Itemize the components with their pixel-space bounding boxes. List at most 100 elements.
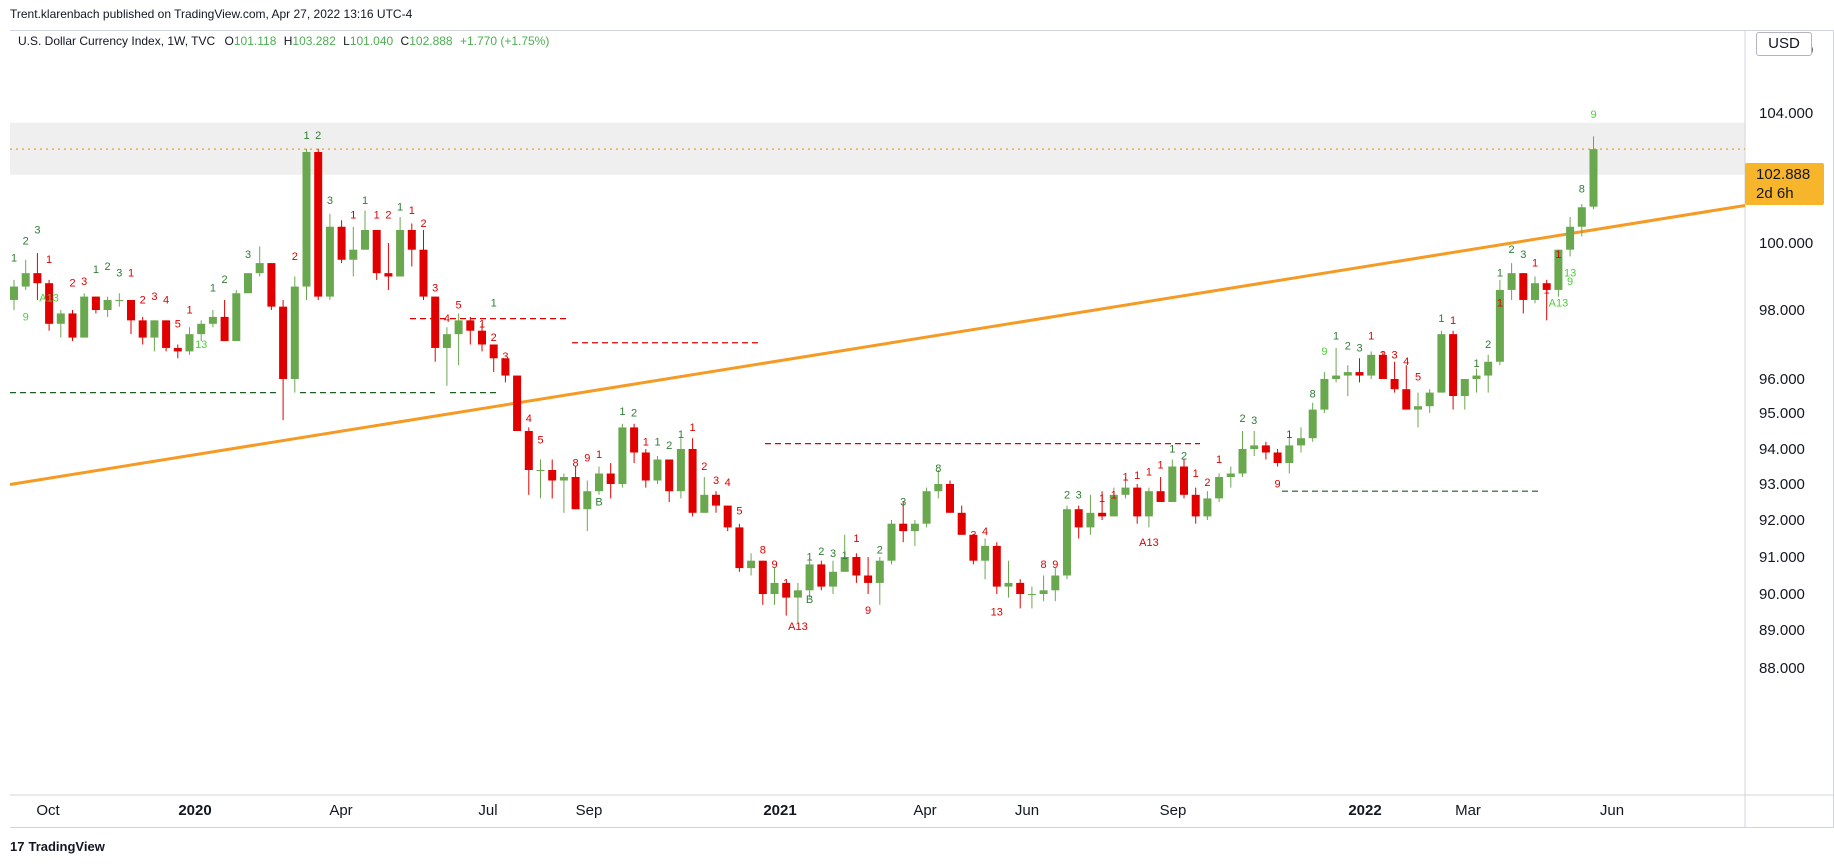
candle: [431, 296, 440, 362]
candle-body: [279, 306, 288, 379]
candle-body: [103, 299, 112, 310]
sequence-label: 1: [643, 436, 649, 448]
candle: [68, 310, 77, 342]
candle-body: [1004, 582, 1013, 587]
candle: [793, 582, 802, 623]
sequence-label: 3: [116, 268, 122, 280]
tradingview-name: TradingView: [28, 839, 105, 854]
sequence-label: 1: [1450, 315, 1456, 327]
candle: [618, 423, 627, 488]
candle: [688, 438, 697, 517]
sequence-label: 1: [128, 268, 134, 280]
candle-body: [232, 293, 241, 342]
candle-body: [1086, 512, 1095, 528]
sequence-label: 5: [537, 435, 543, 447]
candle-body: [758, 560, 767, 594]
candle-body: [1507, 273, 1516, 290]
candle-body: [478, 330, 486, 345]
sequence-label: 1: [1134, 470, 1140, 482]
sequence-label: 2: [701, 461, 707, 473]
sequence-label: 2: [69, 278, 75, 290]
candle-body: [630, 427, 639, 453]
sequence-label: 1: [479, 318, 485, 330]
candle: [1519, 273, 1528, 314]
candle-body: [1460, 379, 1469, 396]
candle: [1156, 477, 1165, 502]
sequence-label: 1: [93, 264, 99, 276]
candle-body: [688, 449, 697, 513]
sequence-label: 1: [807, 552, 813, 564]
candle: [583, 480, 592, 532]
candle: [1566, 217, 1575, 257]
sequence-label: 4: [444, 313, 450, 325]
candle: [1402, 365, 1411, 410]
candle-body: [1168, 466, 1177, 502]
sequence-label: 1: [1286, 429, 1292, 441]
currency-button[interactable]: USD: [1756, 32, 1812, 56]
sequence-label: 1: [1099, 493, 1105, 505]
sequence-label: 1: [842, 550, 848, 562]
candle-body: [1261, 445, 1270, 453]
candle-body: [1320, 379, 1329, 410]
candle-body: [91, 296, 100, 310]
candle-body: [653, 459, 662, 481]
candle: [396, 217, 405, 277]
sequence-label: 3: [327, 195, 333, 207]
y-tick-label: 89.000: [1759, 622, 1805, 639]
sequence-label: 8: [573, 458, 579, 470]
candle-body: [1250, 445, 1259, 449]
sequence-label: 1: [783, 578, 789, 590]
candle: [115, 293, 124, 307]
candle: [887, 520, 896, 565]
sequence-label: 8: [1041, 559, 1047, 571]
candle-body: [80, 296, 89, 338]
publish-line: Trent.klarenbach published on TradingVie…: [10, 7, 413, 21]
candle-body: [536, 470, 545, 471]
tradingview-brand[interactable]: 17 TradingView: [10, 839, 105, 854]
candle: [1367, 351, 1376, 379]
candle-body: [934, 484, 943, 492]
candle: [1016, 579, 1025, 609]
sequence-label: 1: [46, 254, 52, 266]
candle-body: [1215, 477, 1224, 499]
candle: [770, 568, 779, 605]
candle: [1098, 491, 1107, 520]
sequence-label: 3: [151, 291, 157, 303]
candle: [1297, 427, 1305, 453]
candle: [910, 520, 919, 546]
candle-body: [910, 523, 919, 532]
sequence-label: 3: [432, 283, 438, 295]
candle: [1063, 505, 1071, 580]
candle: [1086, 494, 1095, 535]
sequence-label: 1: [1169, 444, 1175, 456]
candle-body: [185, 334, 194, 352]
sequence-label: 1: [654, 436, 660, 448]
candle-body: [981, 545, 990, 561]
candle-body: [431, 296, 440, 348]
candle: [1168, 459, 1177, 502]
sequence-label: 3: [970, 530, 976, 542]
sequence-label: 5: [736, 506, 742, 518]
candle: [220, 299, 229, 342]
candle-body: [992, 545, 1001, 587]
candle-body: [571, 477, 580, 510]
sequence-label: 3: [900, 497, 906, 509]
candle-body: [1495, 289, 1504, 362]
sequence-label: 3: [1356, 342, 1362, 354]
x-tick-label: Sep: [576, 802, 603, 819]
sequence-label: 2: [1380, 349, 1386, 361]
y-tick-label: 91.000: [1759, 549, 1805, 566]
sequence-label: 4: [526, 413, 532, 425]
candle: [501, 358, 510, 383]
tradingview-logo-icon: 17: [10, 839, 25, 854]
candle: [864, 557, 873, 594]
sequence-label: 2: [877, 544, 883, 556]
candle-body: [1144, 491, 1153, 517]
candle-body: [1180, 466, 1188, 495]
sequence-label: 9: [23, 311, 29, 323]
legend-low-label: L: [343, 34, 350, 48]
sequence-label: 3: [713, 475, 719, 487]
sequence-label: A13: [39, 293, 59, 305]
candle: [536, 459, 545, 499]
